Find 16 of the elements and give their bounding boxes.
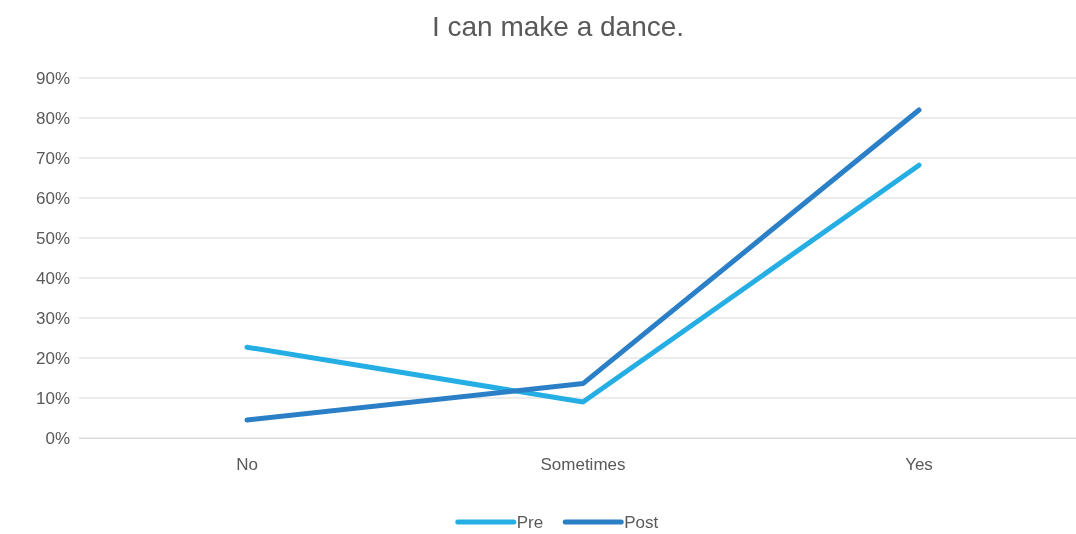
y-tick-label: 10% [35, 388, 70, 408]
y-tick-label: 40% [35, 268, 70, 288]
x-tick-label: Yes [905, 454, 933, 474]
y-tick-label: 80% [35, 108, 70, 128]
y-tick-label: 20% [35, 348, 70, 368]
y-tick-label: 50% [35, 228, 70, 248]
y-tick-label: 70% [35, 148, 70, 168]
y-tick-label: 90% [35, 68, 70, 88]
legend-label: Post [624, 513, 659, 532]
x-tick-label: Sometimes [540, 454, 626, 474]
y-tick-label: 30% [35, 308, 70, 328]
chart-title: I can make a dance. [431, 11, 685, 42]
x-tick-label: No [236, 454, 258, 474]
legend-label: Pre [516, 513, 544, 532]
y-tick-label: 60% [35, 188, 70, 208]
y-tick-label: 0% [45, 428, 70, 448]
